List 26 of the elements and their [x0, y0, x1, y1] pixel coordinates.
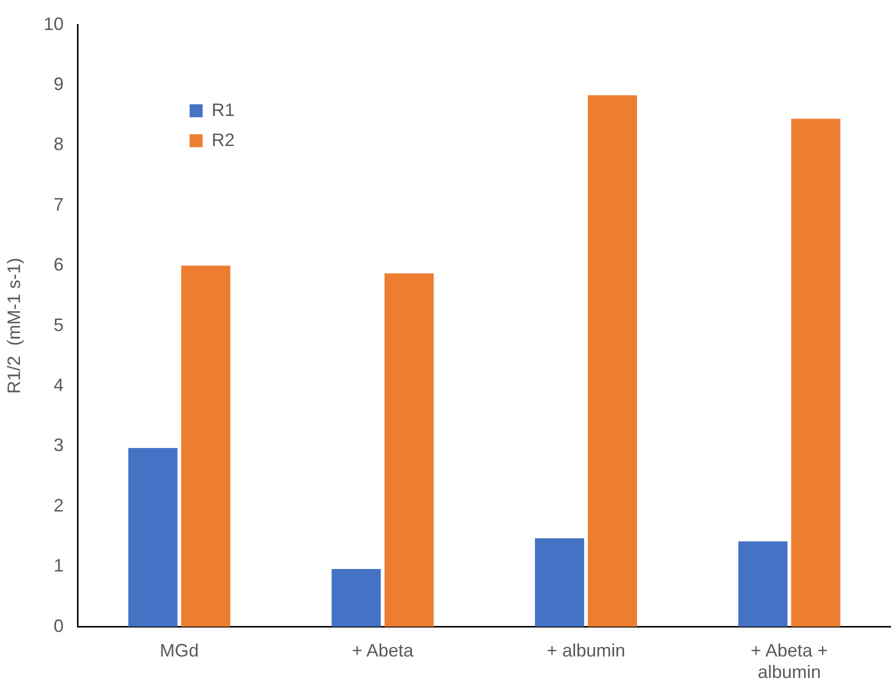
y-tick-label: 7: [54, 194, 64, 214]
y-tick-label: 9: [54, 74, 64, 94]
bar: [384, 273, 434, 627]
y-tick-label: 10: [44, 14, 64, 34]
x-tick-label: MGd: [160, 640, 199, 661]
x-tick-label: + Abeta: [352, 640, 414, 661]
y-tick-label: 3: [54, 435, 64, 456]
bar: [332, 569, 381, 627]
x-tick-label: + Abeta + albumin: [750, 640, 828, 682]
y-tick-label: 0: [54, 616, 64, 636]
bar: [128, 448, 178, 627]
y-tick-label: 6: [54, 254, 64, 275]
y-axis-title: R1/2 (mM-1 s-1): [4, 258, 24, 394]
y-tick-label: 8: [54, 134, 64, 154]
y-tick-label: 2: [54, 495, 64, 516]
bar: [791, 118, 840, 627]
bar: [738, 541, 788, 627]
y-tick-label: 4: [54, 374, 64, 395]
y-tick-label: 5: [54, 314, 64, 335]
legend-label: R2: [212, 130, 235, 150]
bar: [534, 538, 584, 627]
bar: [181, 266, 230, 627]
y-tick-label: 1: [54, 556, 64, 576]
legend-label: R1: [212, 100, 235, 120]
x-tick-label: + albumin: [546, 640, 626, 661]
bar: [588, 95, 637, 627]
